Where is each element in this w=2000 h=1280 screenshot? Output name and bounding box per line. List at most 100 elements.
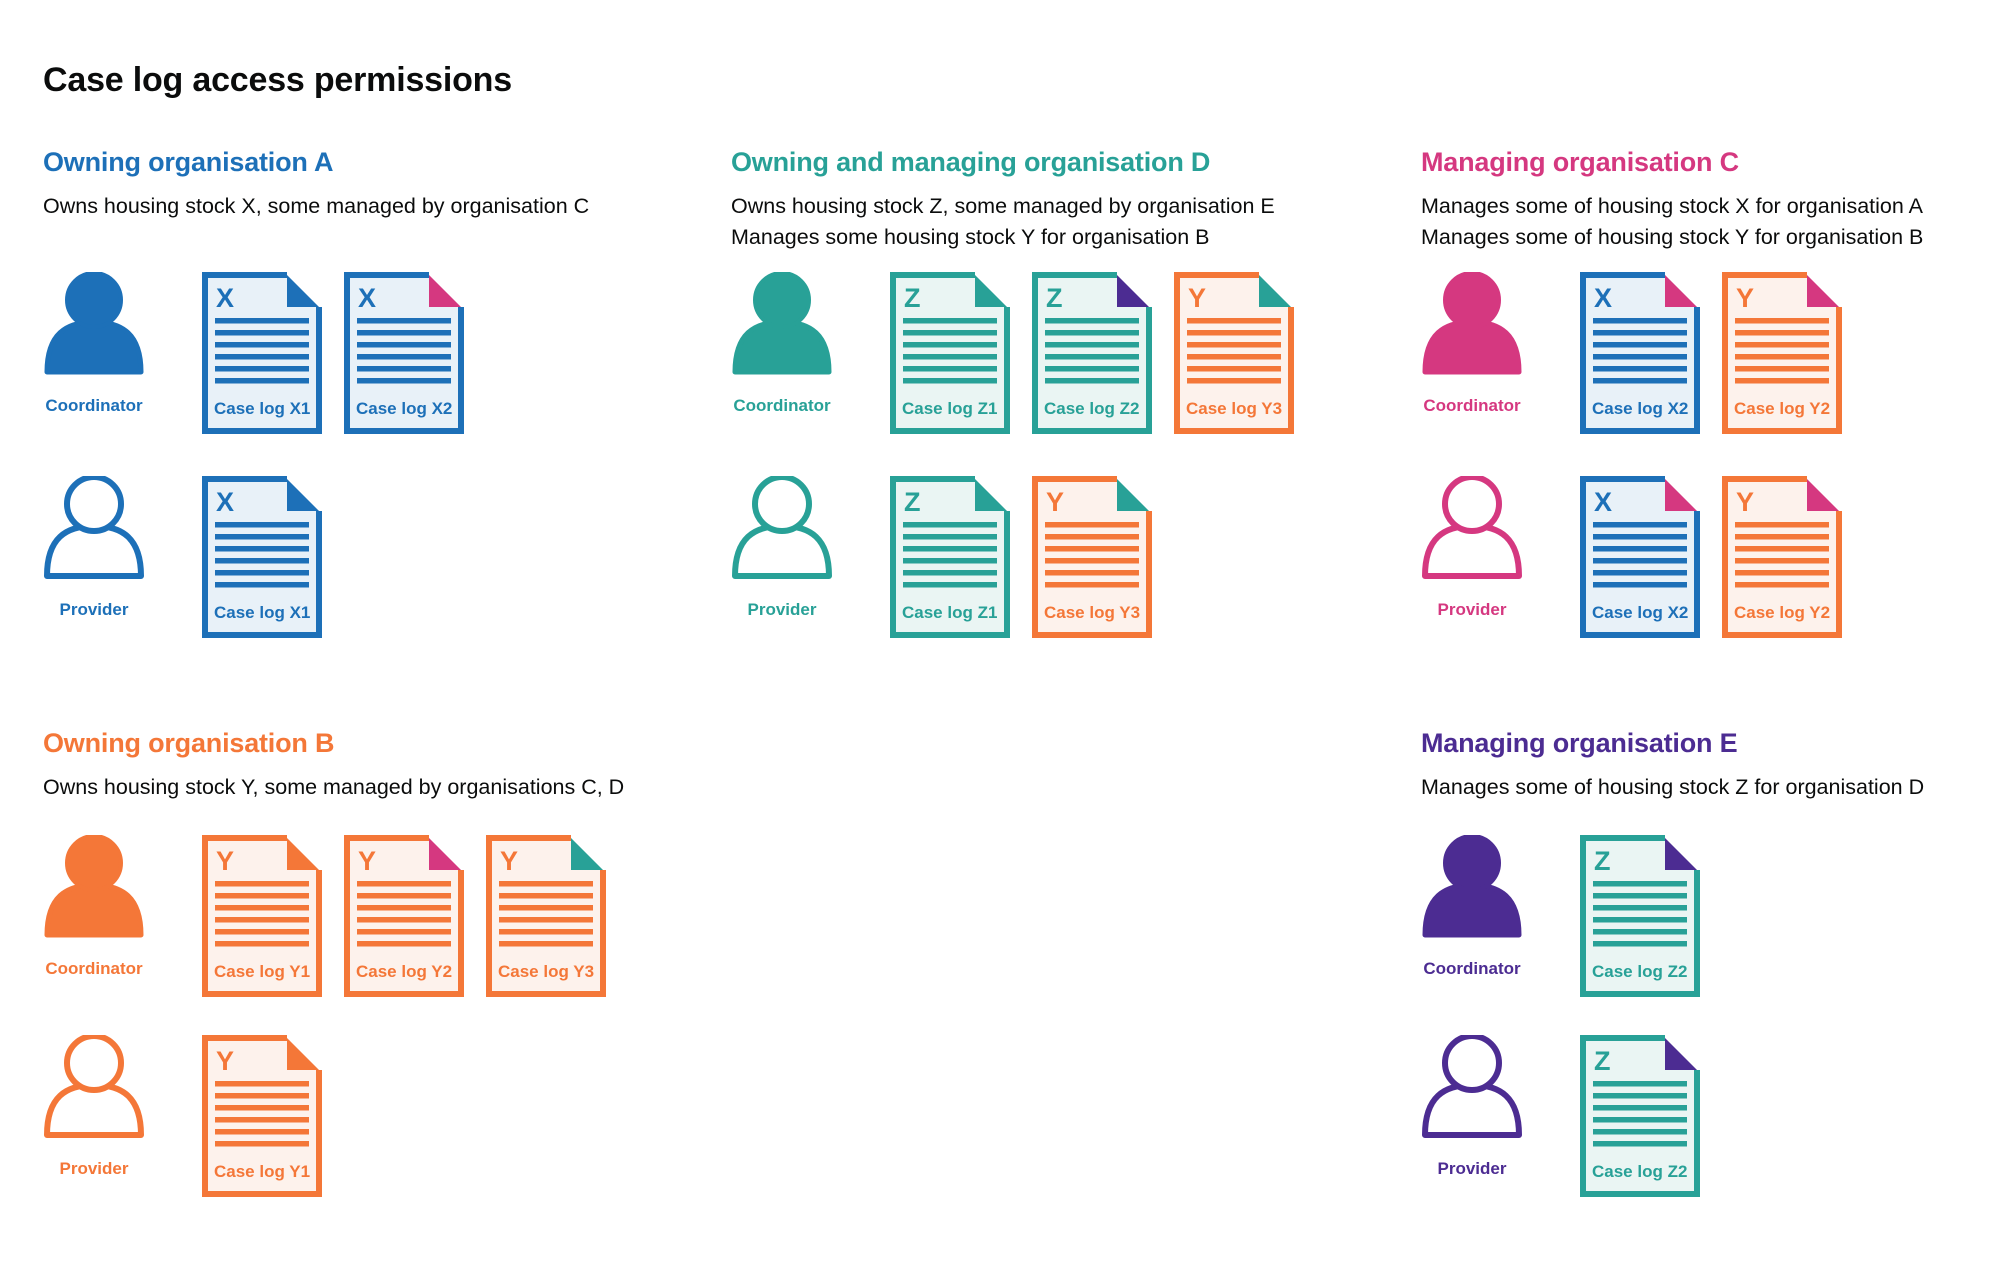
provider-icon [732, 476, 832, 579]
document-letter: Y [1046, 487, 1064, 517]
section-description: Owns housing stock Y, some managed by or… [43, 772, 624, 803]
provider-icon [44, 1035, 144, 1138]
fold-corner-icon [1117, 479, 1149, 511]
coordinator-icon [44, 835, 144, 938]
fold-corner-icon [1665, 479, 1697, 511]
section-description: Manages some of housing stock X for orga… [1421, 191, 1923, 253]
document-label: Case log Z2 [1044, 399, 1139, 418]
case-log-document: X Case log X1 [202, 272, 322, 434]
coordinator-person: Coordinator [43, 835, 145, 979]
section-heading: Managing organisation E [1421, 728, 1738, 758]
document-label: Case log Z1 [902, 603, 997, 622]
document-letter: X [216, 487, 234, 517]
fold-corner-icon [1807, 479, 1839, 511]
document-letter: Y [1736, 283, 1754, 313]
document-letter: X [1594, 283, 1612, 313]
document-icon: Z Case log Z1 [890, 476, 1010, 638]
document-letter: X [216, 283, 234, 313]
coordinator-row: Coordinator X Case log X2 Y Case log Y2 [1421, 272, 1864, 438]
coordinator-row: Coordinator X Case log X1 X Case log X2 [43, 272, 486, 438]
fold-corner-icon [287, 1038, 319, 1070]
case-log-document: Z Case log Z1 [890, 272, 1010, 434]
fold-corner-icon [1117, 275, 1149, 307]
case-log-document: X Case log X2 [344, 272, 464, 434]
document-label: Case log Y3 [1186, 399, 1282, 418]
document-icon: X Case log X2 [344, 272, 464, 434]
section-description: Manages some of housing stock Z for orga… [1421, 772, 1924, 803]
coordinator-person: Coordinator [1421, 835, 1523, 979]
document-letter: Z [904, 487, 921, 517]
coordinator-person: Coordinator [731, 272, 833, 416]
case-log-document: X Case log X1 [202, 476, 322, 638]
coordinator-row: Coordinator Y Case log Y1 Y Case log Y2 … [43, 835, 628, 1001]
document-icon: Z Case log Z2 [1032, 272, 1152, 434]
document-letter: Z [1594, 846, 1611, 876]
section-description-line: Owns housing stock Z, some managed by or… [731, 194, 1275, 218]
provider-row: Provider Z Case log Z1 Y Case log Y3 [731, 476, 1316, 642]
document-label: Case log Z2 [1592, 962, 1687, 981]
fold-corner-icon [287, 479, 319, 511]
coordinator-icon [1422, 835, 1522, 938]
section-heading: Owning and managing organisation D [731, 147, 1211, 177]
provider-person: Provider [43, 1035, 145, 1179]
case-log-document: Z Case log Z2 [1580, 1035, 1700, 1197]
section-owning-organisation-b: Owning organisation B Owns housing stock … [43, 727, 624, 1197]
case-log-document: Y Case log Y3 [1174, 272, 1294, 434]
document-icon: X Case log X2 [1580, 476, 1700, 638]
document-label: Case log X2 [356, 399, 452, 418]
coordinator-icon [732, 272, 832, 375]
document-label: Case log X1 [214, 603, 310, 622]
provider-person: Provider [1421, 1035, 1523, 1179]
document-label: Case log Z1 [902, 399, 997, 418]
section-heading: Owning organisation B [43, 728, 335, 758]
coordinator-label: Coordinator [1423, 396, 1521, 415]
coordinator-person: Coordinator [43, 272, 145, 416]
coordinator-label: Coordinator [1423, 959, 1521, 978]
document-label: Case log Y2 [356, 962, 452, 981]
document-label: Case log X1 [214, 399, 310, 418]
fold-corner-icon [287, 275, 319, 307]
case-log-document: Y Case log Y1 [202, 1035, 322, 1197]
document-icon: Y Case log Y2 [344, 835, 464, 997]
fold-corner-icon [1665, 838, 1697, 870]
provider-label: Provider [747, 600, 817, 619]
case-log-document: Y Case log Y3 [486, 835, 606, 997]
document-label: Case log X2 [1592, 399, 1688, 418]
document-icon: X Case log X2 [1580, 272, 1700, 434]
coordinator-row: Coordinator Z Case log Z1 Z Case log Z2 … [731, 272, 1316, 438]
section-owning-and-managing-organisation-d: Owning and managing organisation D Owns h… [731, 146, 1294, 638]
document-label: Case log Y1 [214, 1162, 310, 1181]
coordinator-label: Coordinator [45, 959, 143, 978]
document-letter: Y [1736, 487, 1754, 517]
case-log-document: Z Case log Z2 [1032, 272, 1152, 434]
document-label: Case log Z2 [1592, 1162, 1687, 1181]
provider-label: Provider [1437, 1159, 1507, 1178]
section-heading: Managing organisation C [1421, 147, 1739, 177]
provider-row: Provider Y Case log Y1 [43, 1035, 628, 1201]
provider-icon [44, 476, 144, 579]
fold-corner-icon [975, 275, 1007, 307]
coordinator-icon [44, 272, 144, 375]
coordinator-label: Coordinator [733, 396, 831, 415]
section-owning-organisation-a: Owning organisation A Owns housing stock … [43, 146, 590, 638]
case-log-document: Y Case log Y1 [202, 835, 322, 997]
provider-label: Provider [59, 600, 129, 619]
document-letter: Z [1594, 1046, 1611, 1076]
fold-corner-icon [429, 838, 461, 870]
document-letter: Y [358, 846, 376, 876]
section-description: Owns housing stock Z, some managed by or… [731, 191, 1275, 253]
document-icon: Y Case log Y3 [486, 835, 606, 997]
document-label: Case log Y1 [214, 962, 310, 981]
provider-row: Provider Z Case log Z2 [1421, 1035, 1722, 1201]
document-letter: Z [904, 283, 921, 313]
section-description-line: Owns housing stock Y, some managed by or… [43, 775, 625, 799]
document-icon: Z Case log Z1 [890, 272, 1010, 434]
case-log-document: X Case log X2 [1580, 272, 1700, 434]
coordinator-row: Coordinator Z Case log Z2 [1421, 835, 1722, 1001]
document-letter: Y [216, 1046, 234, 1076]
section-description-line: Owns housing stock X, some managed by or… [43, 194, 590, 218]
document-letter: Z [1046, 283, 1063, 313]
provider-row: Provider X Case log X1 [43, 476, 486, 642]
document-letter: X [1594, 487, 1612, 517]
